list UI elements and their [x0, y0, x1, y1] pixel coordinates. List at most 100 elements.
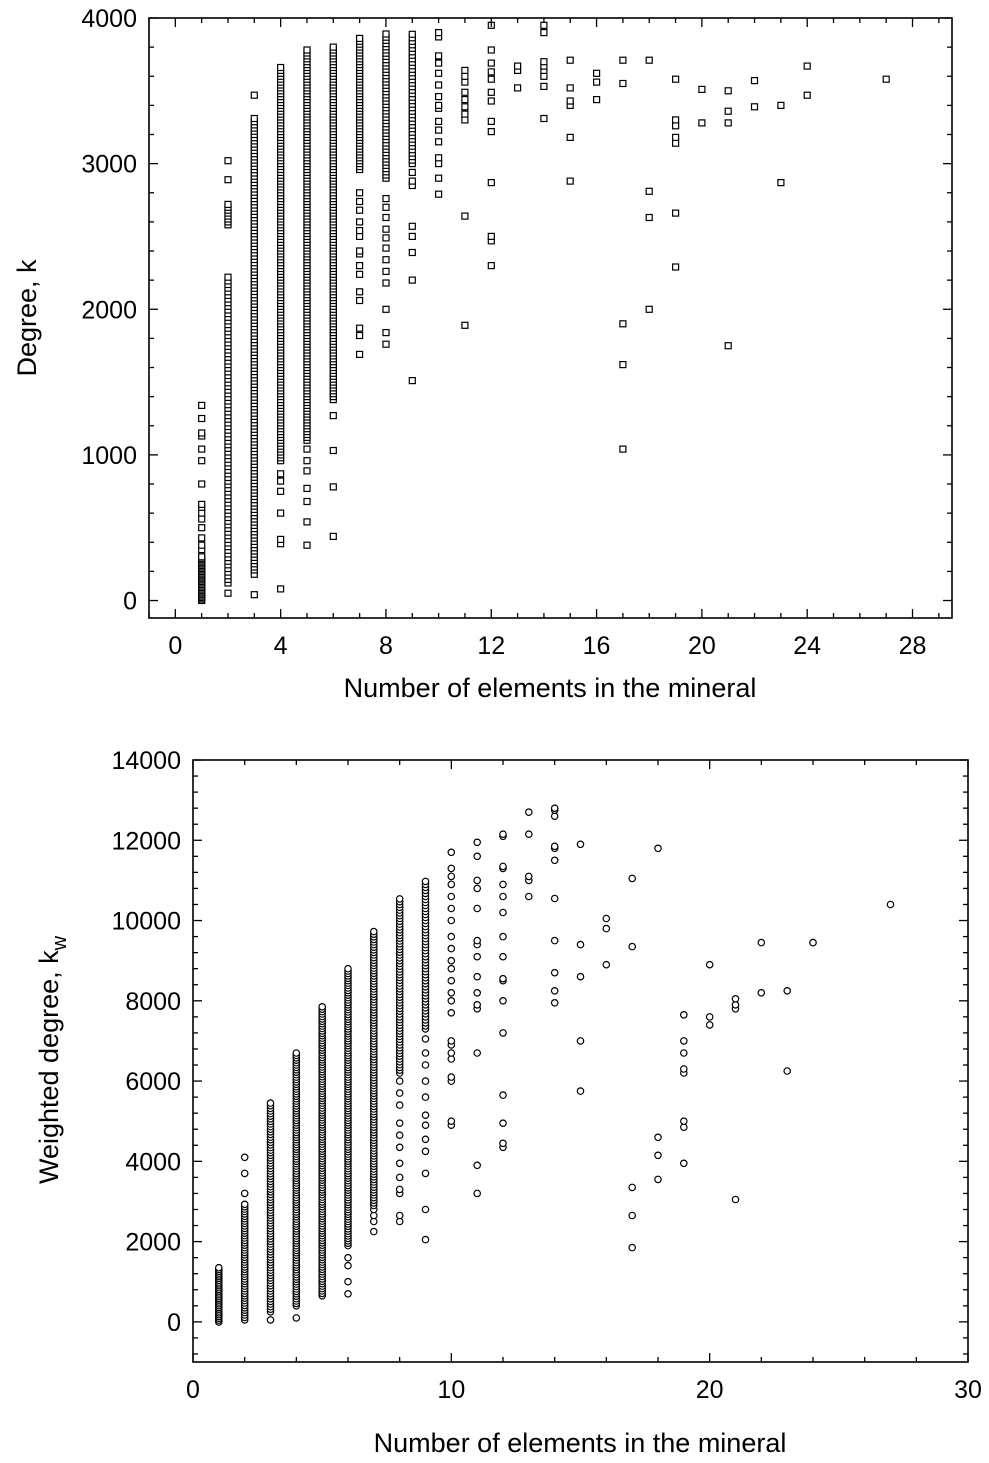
- data-point: [461, 110, 469, 118]
- data-point: [679, 1159, 688, 1168]
- data-point: [303, 46, 311, 54]
- data-point: [447, 880, 456, 889]
- y-tick-label: 10000: [111, 908, 181, 936]
- data-point: [447, 996, 456, 1005]
- data-point: [592, 69, 601, 77]
- data-point: [318, 1002, 327, 1011]
- data-point: [550, 894, 559, 903]
- data-point: [344, 1290, 352, 1298]
- data-point: [679, 1117, 688, 1126]
- data-point: [671, 133, 680, 141]
- weighted-degree-y-axis-title-main: Weighted degree, k: [34, 950, 64, 1184]
- data-point: [382, 267, 390, 275]
- data-point: [356, 197, 364, 206]
- data-point: [513, 62, 522, 70]
- data-point: [550, 804, 559, 813]
- data-point: [356, 227, 364, 235]
- data-point: [698, 119, 706, 127]
- data-point: [724, 107, 732, 115]
- data-point: [435, 174, 443, 182]
- x-tick-label: 4: [274, 632, 288, 660]
- data-point: [447, 904, 456, 913]
- data-point: [540, 114, 548, 123]
- data-point: [499, 908, 507, 917]
- data-point: [671, 75, 680, 83]
- data-point: [654, 1151, 662, 1160]
- data-point: [645, 213, 653, 222]
- data-point: [487, 179, 495, 187]
- data-point: [671, 209, 680, 217]
- data-point: [435, 154, 443, 162]
- data-point: [356, 262, 364, 270]
- data-point: [421, 1121, 430, 1130]
- data-point: [356, 296, 364, 305]
- data-point: [250, 591, 258, 599]
- data-point: [356, 288, 364, 296]
- data-point: [473, 876, 482, 885]
- data-point: [303, 467, 311, 475]
- data-point: [250, 91, 258, 99]
- data-point: [524, 872, 533, 881]
- data-point: [447, 956, 456, 965]
- y-tick-label: 0: [123, 588, 137, 616]
- x-tick-label: 0: [186, 1376, 200, 1404]
- data-point: [698, 85, 706, 94]
- data-point: [395, 1185, 404, 1194]
- y-tick-label: 4000: [125, 1148, 181, 1176]
- data-point: [619, 320, 627, 328]
- x-tick-label: 20: [696, 1376, 724, 1404]
- data-point: [395, 1089, 404, 1097]
- data-point: [654, 1133, 662, 1142]
- degree-plot-frame: [148, 17, 953, 619]
- data-point: [421, 1235, 430, 1244]
- data-point: [198, 509, 206, 517]
- data-point: [395, 1131, 404, 1140]
- data-point: [487, 262, 495, 270]
- data-point: [645, 305, 653, 313]
- data-point: [809, 938, 817, 947]
- data-point: [566, 177, 574, 185]
- data-point: [473, 852, 482, 861]
- data-point: [356, 189, 364, 197]
- data-point: [382, 279, 390, 287]
- data-point: [395, 1173, 404, 1182]
- data-point: [303, 541, 311, 549]
- data-point: [266, 1099, 275, 1107]
- data-point: [645, 56, 653, 64]
- y-tick-label: 3000: [81, 151, 137, 179]
- data-point: [576, 940, 585, 949]
- data-point: [473, 884, 482, 893]
- data-point: [619, 445, 627, 453]
- data-point: [461, 72, 469, 80]
- data-point: [576, 1087, 585, 1095]
- data-point: [473, 1189, 482, 1198]
- data-point: [382, 340, 390, 348]
- data-point: [408, 248, 416, 257]
- data-point: [461, 116, 469, 124]
- data-point: [356, 34, 364, 43]
- data-point: [473, 838, 482, 847]
- data-point: [395, 1077, 404, 1085]
- data-point: [240, 1189, 249, 1198]
- data-point: [473, 1161, 482, 1170]
- data-point: [303, 518, 311, 526]
- data-point: [705, 1021, 714, 1029]
- data-point: [447, 964, 456, 973]
- y-tick-label: 8000: [125, 988, 181, 1016]
- data-point: [566, 97, 574, 105]
- data-point: [473, 952, 482, 961]
- data-point: [382, 244, 390, 252]
- data-point: [356, 270, 364, 278]
- data-point: [395, 1211, 404, 1220]
- data-point: [499, 880, 507, 889]
- data-point: [447, 944, 456, 953]
- data-point: [487, 59, 495, 67]
- data-point: [344, 964, 352, 973]
- data-point: [499, 892, 507, 901]
- data-point: [408, 276, 416, 284]
- data-point: [435, 69, 443, 77]
- data-point: [576, 840, 585, 849]
- data-point: [435, 52, 443, 60]
- data-point: [277, 63, 285, 72]
